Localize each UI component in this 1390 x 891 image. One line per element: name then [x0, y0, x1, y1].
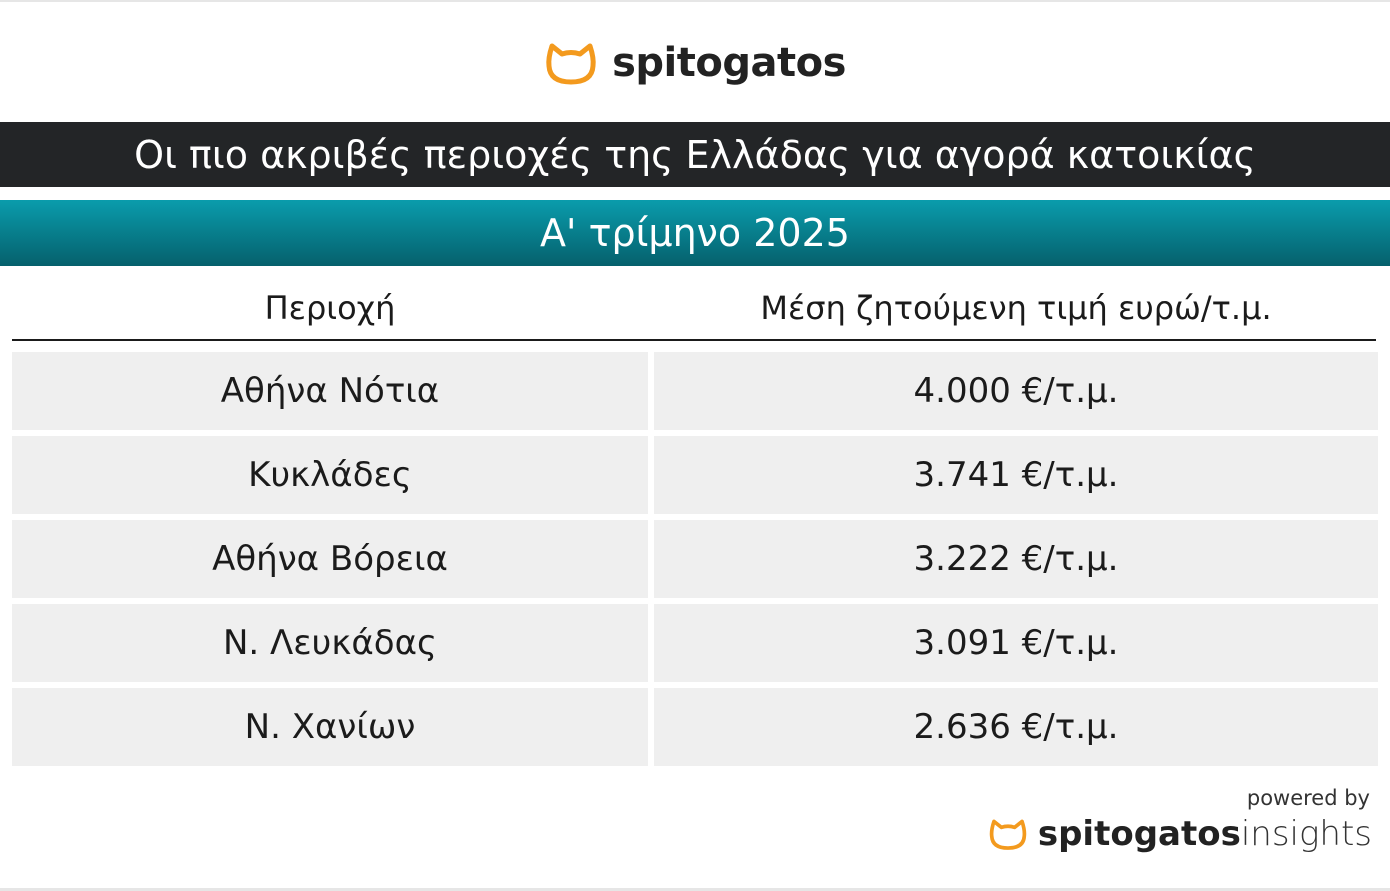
- logo-icon: [989, 819, 1027, 850]
- table-cell: Ν. Λευκάδας: [12, 604, 648, 682]
- footer-brand: spitogatosinsights: [988, 814, 1372, 854]
- column-header: Μέση ζητούμενη τιμή ευρώ/τ.μ.: [760, 289, 1272, 327]
- brand-text: spitogatosinsights: [1038, 814, 1372, 854]
- brand-name: spitogatos: [1037, 814, 1241, 854]
- powered-by: powered by: [1246, 786, 1370, 810]
- table-cell: 3.741 €/τ.μ.: [654, 436, 1378, 514]
- table-cell: Κυκλάδες: [12, 436, 648, 514]
- border: [0, 888, 1390, 891]
- logo: spitogatos: [0, 38, 1390, 88]
- table-cell: 4.000 €/τ.μ.: [654, 352, 1378, 430]
- table-cell: 2.636 €/τ.μ.: [654, 688, 1378, 766]
- header-rule: [12, 339, 1376, 341]
- brand-suffix: insights: [1240, 814, 1372, 854]
- subtitle: Α' τρίμηνο 2025: [0, 200, 1390, 266]
- title: Οι πιο ακριβές περιοχές της Ελλάδας για …: [0, 122, 1390, 187]
- border: [0, 0, 1390, 2]
- logo-text: spitogatos: [612, 40, 846, 86]
- column-header: Περιοχή: [264, 289, 396, 327]
- table-cell: Αθήνα Νότια: [12, 352, 648, 430]
- table-cell: 3.091 €/τ.μ.: [654, 604, 1378, 682]
- table-cell: Αθήνα Βόρεια: [12, 520, 648, 598]
- logo-icon: [546, 43, 596, 85]
- table-cell: Ν. Χανίων: [12, 688, 648, 766]
- table-cell: 3.222 €/τ.μ.: [654, 520, 1378, 598]
